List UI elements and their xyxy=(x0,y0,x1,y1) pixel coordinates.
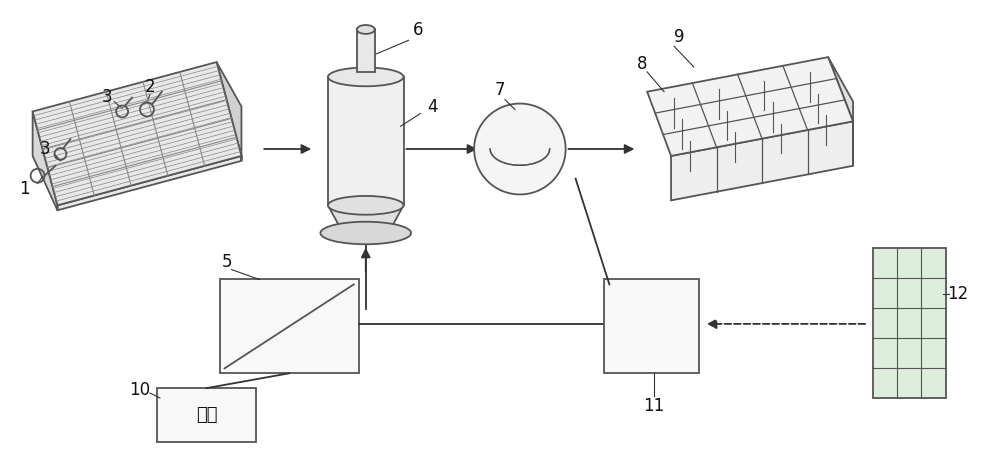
Text: 5: 5 xyxy=(221,252,232,271)
Text: 11: 11 xyxy=(644,397,665,415)
Text: 3: 3 xyxy=(102,87,113,106)
Text: 3: 3 xyxy=(39,140,50,158)
Polygon shape xyxy=(33,62,241,206)
Text: 10: 10 xyxy=(129,381,151,399)
Ellipse shape xyxy=(320,222,411,244)
Circle shape xyxy=(474,104,566,194)
Polygon shape xyxy=(328,77,404,206)
Polygon shape xyxy=(33,112,57,210)
Text: 7: 7 xyxy=(495,81,505,99)
Text: 9: 9 xyxy=(674,28,684,46)
Polygon shape xyxy=(217,62,241,161)
Text: 12: 12 xyxy=(947,285,968,303)
Polygon shape xyxy=(873,248,946,398)
Text: 1: 1 xyxy=(19,179,30,198)
Polygon shape xyxy=(220,279,359,373)
Ellipse shape xyxy=(357,25,375,34)
Polygon shape xyxy=(647,57,853,156)
Polygon shape xyxy=(328,206,404,233)
Ellipse shape xyxy=(328,67,404,86)
Ellipse shape xyxy=(328,196,404,215)
Text: 4: 4 xyxy=(427,98,438,115)
Polygon shape xyxy=(828,57,853,166)
Polygon shape xyxy=(671,121,853,200)
Text: 8: 8 xyxy=(637,55,647,73)
Polygon shape xyxy=(157,388,256,443)
Text: 手机: 手机 xyxy=(196,406,217,424)
Polygon shape xyxy=(57,156,241,210)
Polygon shape xyxy=(604,279,699,373)
Text: 2: 2 xyxy=(145,78,155,96)
Text: 6: 6 xyxy=(413,21,424,40)
Polygon shape xyxy=(357,29,375,72)
